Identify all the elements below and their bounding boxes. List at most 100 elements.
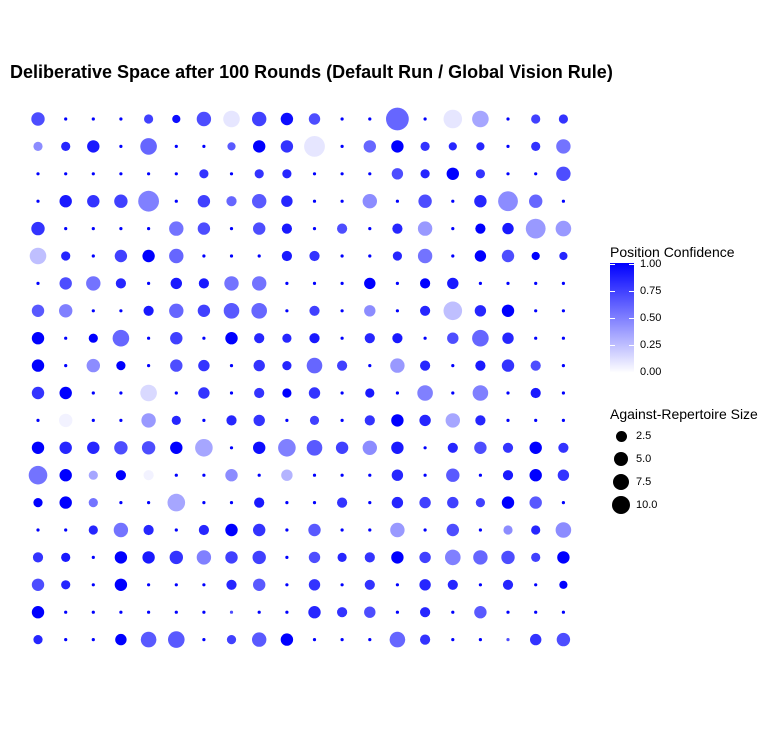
data-point: [506, 117, 510, 121]
colorbar-tick: [629, 264, 634, 265]
data-point: [340, 336, 344, 340]
data-point: [391, 441, 404, 454]
data-point: [281, 469, 293, 481]
data-point: [502, 332, 514, 344]
data-point: [172, 114, 181, 124]
data-point: [503, 525, 513, 535]
data-point: [29, 247, 47, 265]
data-point: [141, 413, 156, 428]
data-point: [391, 551, 404, 564]
data-point: [225, 551, 238, 564]
data-point: [142, 551, 155, 564]
data-point: [447, 579, 458, 590]
data-point: [340, 172, 344, 176]
data-point: [198, 387, 210, 399]
data-point: [31, 332, 45, 345]
data-point: [308, 523, 321, 537]
data-point: [253, 441, 266, 454]
data-point: [395, 199, 399, 203]
data-point: [386, 107, 409, 131]
data-point: [561, 336, 566, 340]
data-point: [227, 142, 236, 151]
data-point: [140, 384, 157, 402]
data-point: [58, 304, 73, 318]
data-point: [114, 578, 128, 591]
size-legend-label: 2.5: [636, 430, 652, 442]
data-point: [88, 470, 98, 480]
data-point: [534, 281, 538, 285]
data-point: [501, 550, 515, 565]
data-point: [502, 470, 514, 481]
data-point: [420, 634, 431, 645]
data-point: [308, 113, 321, 125]
data-point: [86, 358, 101, 373]
data-point: [451, 638, 455, 642]
data-point: [278, 439, 296, 457]
data-point: [475, 223, 486, 234]
data-point: [312, 638, 317, 642]
data-point: [140, 631, 157, 648]
data-point: [226, 635, 237, 645]
data-point: [556, 632, 571, 647]
data-point: [252, 632, 267, 647]
data-point: [423, 473, 427, 477]
color-legend-tick-label: 0.75: [640, 285, 662, 297]
data-point: [502, 222, 514, 235]
data-point: [119, 501, 123, 505]
data-point: [529, 441, 542, 454]
data-point: [32, 552, 44, 563]
data-point: [474, 606, 487, 619]
data-point: [559, 580, 568, 589]
data-point: [229, 172, 234, 176]
data-point: [31, 606, 45, 619]
data-point: [202, 638, 206, 642]
data-point: [202, 583, 206, 587]
data-point: [419, 496, 431, 509]
data-point: [91, 309, 95, 313]
data-point: [171, 415, 181, 425]
data-point: [36, 528, 40, 532]
data-point: [419, 551, 431, 564]
data-point: [340, 473, 344, 477]
data-point: [395, 309, 399, 313]
data-point: [229, 501, 234, 505]
data-point: [147, 227, 151, 231]
data-point: [478, 281, 482, 285]
data-point: [170, 359, 183, 372]
data-point: [114, 194, 128, 208]
data-point: [478, 528, 482, 532]
data-point: [392, 251, 402, 261]
data-point: [308, 387, 321, 399]
data-point: [506, 418, 510, 422]
data-point: [202, 473, 206, 477]
data-point: [391, 140, 404, 153]
data-point: [446, 523, 459, 537]
data-point: [31, 441, 45, 454]
data-point: [418, 194, 432, 208]
data-point: [281, 223, 292, 234]
data-point: [534, 418, 538, 422]
data-point: [423, 117, 427, 121]
data-point: [417, 248, 433, 264]
data-point: [472, 385, 489, 401]
data-point: [252, 550, 266, 565]
data-point: [223, 303, 240, 319]
data-point: [443, 301, 463, 321]
colorbar-tick: [629, 345, 634, 346]
size-legend-label: 7.5: [636, 476, 652, 488]
data-point: [364, 579, 375, 590]
data-point: [391, 414, 404, 427]
data-point: [115, 470, 126, 481]
data-point: [91, 172, 95, 176]
data-point: [391, 168, 404, 180]
data-point: [368, 501, 372, 505]
data-point: [198, 278, 209, 289]
data-point: [340, 583, 344, 587]
data-point: [147, 583, 151, 587]
data-point: [475, 169, 485, 179]
data-point: [308, 579, 321, 591]
data-point: [119, 117, 123, 121]
data-point: [555, 522, 572, 538]
data-point: [475, 498, 485, 508]
data-point: [224, 276, 239, 291]
